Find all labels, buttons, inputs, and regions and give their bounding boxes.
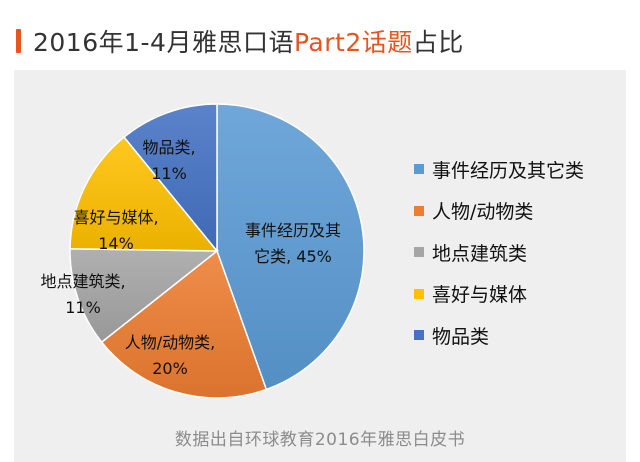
legend-swatch <box>414 205 424 216</box>
title-highlight: Part2话题 <box>293 28 413 57</box>
legend-item-1: 事件经历及其它类 <box>414 155 584 183</box>
slice-data-label-2: 人物/动物类, 20% <box>125 333 215 378</box>
slice-data-label-3: 地点建筑类, 11% <box>40 272 125 317</box>
pie-slice-3 <box>69 247 220 344</box>
pie-slice-1 <box>216 103 365 391</box>
legend-swatch <box>414 330 424 340</box>
legend-label: 人物/动物类 <box>432 201 534 223</box>
chart-panel: 事件经历及其它类, 45% 人物/动物类, 20% 地点建筑类, 11% 喜好与媒体, 14… <box>14 70 626 462</box>
title-suffix: 占比 <box>412 28 464 57</box>
pie-slice-5 <box>123 103 218 254</box>
legend-label: 地点建筑类 <box>432 242 528 265</box>
title-prefix: 2016年1-4月雅思口语 <box>33 28 294 57</box>
source-note: 数据出自环球教育2016年雅思白皮书 <box>174 430 466 450</box>
legend-item-2: 人物/动物类 <box>414 197 584 225</box>
legend-swatch <box>414 164 424 174</box>
legend-swatch <box>414 247 424 257</box>
legend-item-3: 地点建筑类 <box>414 238 584 266</box>
chart-legend: 事件经历及其它类 人物/动物类 地点建筑类喜好与媒体物品类 <box>414 155 584 363</box>
legend-swatch <box>414 288 424 299</box>
legend-label: 事件经历及其它类 <box>432 159 585 182</box>
slice-data-label-4: 喜好与媒体, 14% <box>73 208 158 253</box>
legend-label: 物品类 <box>432 325 490 348</box>
chart-header: 2016年1-4月雅思口语Part2话题占比 <box>16 24 464 58</box>
slice-data-label-5: 物品类, 11% <box>142 138 195 183</box>
pie-slice-4 <box>69 136 219 252</box>
pie-slice-2 <box>100 249 268 399</box>
pie-chart: 事件经历及其它类, 45% 人物/动物类, 20%地点建筑类, 11% 喜好与媒体, 14… <box>40 103 365 399</box>
chart-title: 2016年1-4月雅思口语Part2话题占比 <box>33 23 464 59</box>
legend-label: 喜好与媒体 <box>432 284 528 306</box>
legend-item-5: 物品类 <box>414 321 584 349</box>
legend-item-4: 喜好与媒体 <box>414 280 584 308</box>
slice-data-label-1: 事件经历及其它类, 45% <box>245 221 341 266</box>
title-accent-bar <box>16 29 21 53</box>
